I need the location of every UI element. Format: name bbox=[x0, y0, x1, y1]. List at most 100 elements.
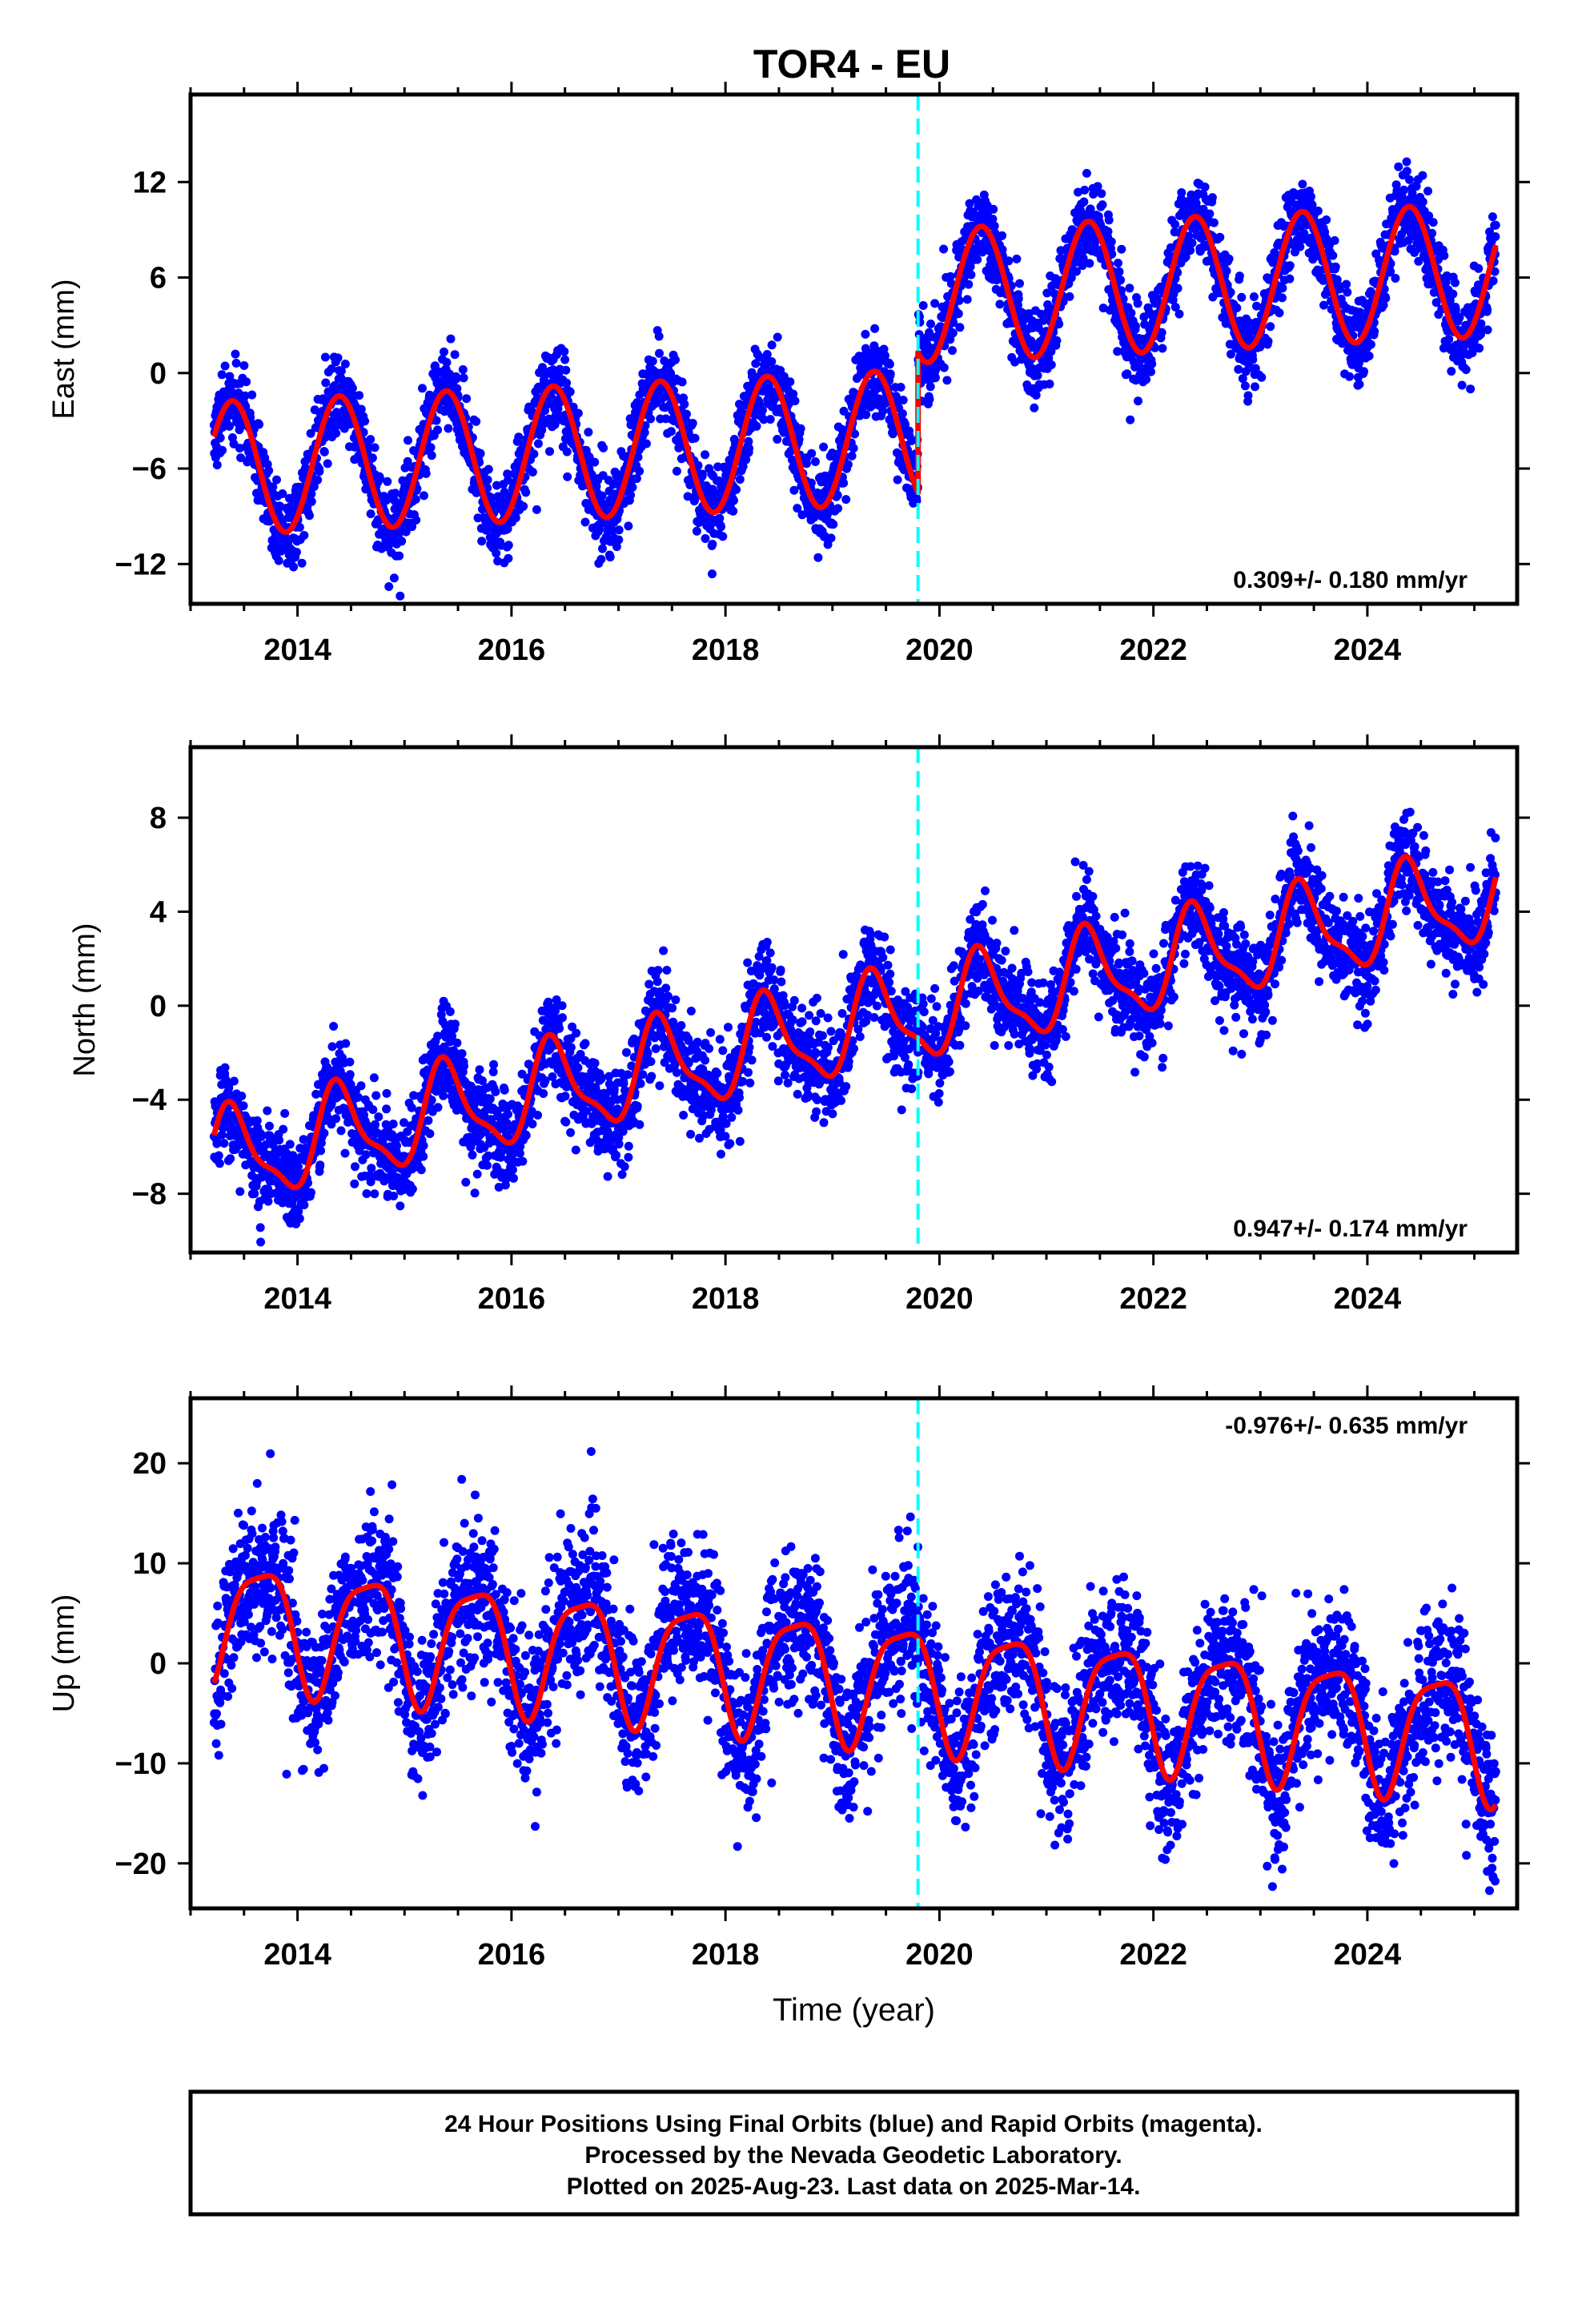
east-point bbox=[1240, 381, 1250, 391]
east-point bbox=[597, 491, 607, 501]
east-point bbox=[1428, 218, 1438, 227]
east-point bbox=[561, 365, 571, 375]
east-point bbox=[483, 483, 492, 493]
north-point bbox=[356, 1081, 366, 1091]
east-point bbox=[785, 377, 795, 387]
east-point bbox=[580, 517, 590, 527]
east-point bbox=[810, 457, 820, 466]
east-point bbox=[1439, 251, 1449, 260]
east-point bbox=[1313, 206, 1323, 215]
east-point bbox=[1146, 367, 1155, 376]
east-point bbox=[954, 309, 963, 319]
east-point bbox=[765, 415, 775, 424]
north-point bbox=[361, 1150, 371, 1160]
north-point bbox=[263, 1196, 273, 1206]
north-point bbox=[229, 1076, 239, 1086]
east-point bbox=[272, 475, 281, 485]
east-point bbox=[1392, 186, 1402, 195]
east-point bbox=[1278, 283, 1287, 293]
east-point bbox=[1126, 415, 1135, 424]
east-point bbox=[806, 478, 816, 488]
north-point bbox=[331, 1114, 341, 1124]
east-point bbox=[1488, 276, 1498, 286]
east-point bbox=[292, 548, 301, 557]
east-point bbox=[1386, 267, 1395, 276]
east-point bbox=[472, 416, 481, 426]
east-point bbox=[1103, 227, 1113, 236]
east-point bbox=[1226, 287, 1235, 297]
east-point bbox=[1157, 328, 1166, 337]
east-point bbox=[264, 466, 274, 476]
east-point bbox=[1024, 309, 1034, 319]
east-point bbox=[1398, 192, 1407, 202]
east-point bbox=[697, 469, 707, 479]
east-point bbox=[1327, 304, 1336, 314]
east-point bbox=[340, 360, 350, 368]
east-point bbox=[1243, 391, 1253, 400]
north-point bbox=[295, 1168, 304, 1178]
east-point bbox=[767, 340, 777, 350]
east-point bbox=[680, 400, 689, 409]
east-point bbox=[1237, 292, 1247, 302]
east-point bbox=[1130, 321, 1140, 331]
east-point bbox=[1390, 247, 1399, 256]
east-point bbox=[560, 355, 570, 364]
east-point bbox=[477, 537, 487, 546]
east-point bbox=[955, 323, 965, 332]
east-point bbox=[265, 517, 274, 526]
east-point bbox=[635, 466, 644, 476]
east-point bbox=[861, 410, 871, 420]
east-point bbox=[360, 416, 370, 426]
east-point bbox=[521, 488, 531, 497]
east-point bbox=[1490, 267, 1500, 276]
north-point bbox=[250, 1189, 259, 1199]
east-point bbox=[212, 460, 222, 470]
north-point bbox=[408, 1184, 417, 1194]
east-point bbox=[1224, 254, 1234, 263]
north-point bbox=[255, 1223, 265, 1232]
east-point bbox=[954, 296, 964, 305]
east-point bbox=[885, 369, 895, 379]
east-point bbox=[384, 582, 394, 591]
east-point bbox=[1491, 232, 1500, 241]
north-point bbox=[329, 1022, 339, 1031]
east-point bbox=[307, 489, 316, 499]
north-point bbox=[370, 1189, 379, 1199]
east-point bbox=[901, 420, 909, 429]
east-point bbox=[562, 378, 572, 388]
east-point bbox=[1106, 237, 1116, 247]
east-point bbox=[1399, 185, 1408, 195]
north-point bbox=[374, 1112, 383, 1122]
east-point bbox=[762, 350, 772, 359]
north-point bbox=[327, 1042, 337, 1051]
east-point bbox=[850, 429, 860, 439]
east-point bbox=[533, 439, 543, 448]
east-point bbox=[560, 347, 569, 356]
east-point bbox=[598, 544, 607, 553]
north-point bbox=[220, 1063, 230, 1072]
east-point bbox=[320, 352, 330, 362]
east-point bbox=[1235, 271, 1244, 281]
north-point bbox=[237, 1092, 247, 1101]
east-point bbox=[1241, 367, 1251, 376]
north-point bbox=[371, 1091, 381, 1100]
east-point bbox=[476, 448, 485, 458]
east-point bbox=[918, 301, 928, 310]
north-point bbox=[424, 1116, 433, 1125]
east-point bbox=[1097, 189, 1106, 199]
east-point bbox=[1015, 279, 1024, 288]
east-point bbox=[898, 396, 908, 405]
east-point bbox=[295, 523, 304, 532]
east-point bbox=[1448, 289, 1458, 299]
east-point bbox=[1381, 293, 1391, 303]
east-point bbox=[1298, 179, 1307, 189]
east-point bbox=[973, 255, 982, 264]
east-point bbox=[327, 364, 336, 373]
east-point bbox=[299, 531, 309, 540]
east-point bbox=[966, 270, 976, 279]
east-point bbox=[789, 485, 799, 495]
east-x-tick-label: 2022 bbox=[1119, 633, 1187, 667]
east-point bbox=[492, 480, 501, 490]
east-point bbox=[893, 475, 902, 485]
